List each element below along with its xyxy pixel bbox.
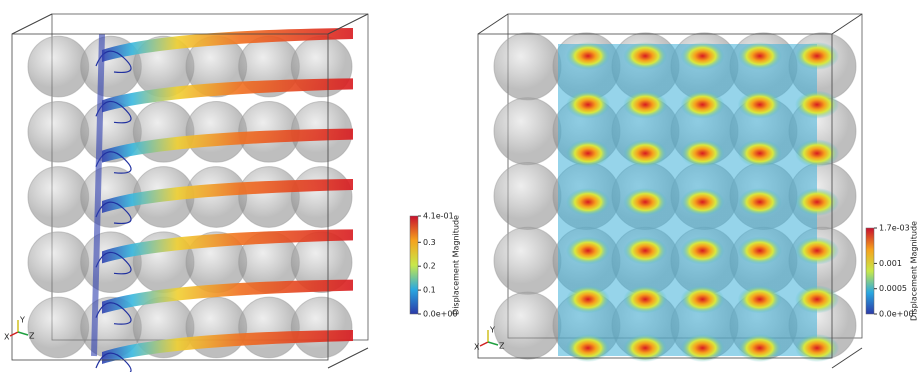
displacement-spot [795, 237, 839, 265]
displacement-spot [738, 91, 782, 119]
displacement-spot [623, 42, 667, 70]
displacement-spot [623, 285, 667, 313]
colorbar-tick-label: 1.7e-03 [879, 224, 910, 233]
axis-label-x: X [474, 343, 480, 352]
displacement-spot [566, 285, 610, 313]
displacement-spot [738, 237, 782, 265]
colorbar-tick-label: 4.1e-01 [423, 212, 454, 221]
colorbar [866, 228, 874, 314]
box-edge [832, 14, 862, 34]
sphere [81, 232, 142, 293]
displacement-spot [738, 42, 782, 70]
displacement-spot [795, 285, 839, 313]
colorbar-title: Displacement Magnitude [910, 221, 919, 321]
displacement-spot [681, 42, 725, 70]
displacement-spot [623, 139, 667, 167]
axis-x [480, 342, 488, 346]
displacement-spot [566, 237, 610, 265]
displacement-spot [681, 188, 725, 216]
box-edge [12, 14, 52, 34]
sphere [28, 36, 89, 97]
sphere [494, 227, 561, 294]
sphere [494, 163, 561, 230]
sphere [291, 297, 352, 358]
axis-z [488, 342, 498, 345]
displacement-spot [795, 139, 839, 167]
displacement-spot [795, 42, 839, 70]
displacement-spot [623, 91, 667, 119]
displacement-spot [738, 139, 782, 167]
colorbar [410, 216, 418, 314]
displacement-spot [738, 188, 782, 216]
box-edge [478, 14, 508, 34]
displacement-spot [738, 285, 782, 313]
displacement-spot [681, 237, 725, 265]
axis-label-y: Y [489, 326, 495, 335]
figure: 4.1e-010.30.20.10.0e+00Displacement Magn… [0, 0, 922, 372]
sphere [239, 167, 300, 228]
axis-label-z: Z [29, 332, 35, 341]
sphere [186, 101, 247, 162]
displacement-spot [681, 91, 725, 119]
axis-label-x: X [4, 333, 10, 342]
sphere [28, 232, 89, 293]
axis-z [18, 332, 28, 335]
displacement-spot [795, 91, 839, 119]
displacement-spot [681, 285, 725, 313]
displacement-spot [566, 42, 610, 70]
displacement-spot [566, 139, 610, 167]
axis-label-z: Z [499, 342, 505, 351]
colorbar-tick-label: 0.1 [423, 286, 436, 295]
sphere [291, 167, 352, 228]
sphere [494, 98, 561, 165]
displacement-spot [623, 237, 667, 265]
axis-x [10, 332, 18, 336]
displacement-spot [681, 139, 725, 167]
displacement-spot [566, 188, 610, 216]
sphere [239, 297, 300, 358]
colorbar-tick-label: 0.2 [423, 262, 436, 271]
displacement-spot [795, 188, 839, 216]
displacement-spot [566, 91, 610, 119]
sphere [494, 33, 561, 100]
sphere [28, 297, 89, 358]
axis-label-y: Y [19, 316, 25, 325]
sphere [28, 167, 89, 228]
colorbar-tick-label: 0.3 [423, 238, 436, 247]
displacement-spot [623, 188, 667, 216]
colorbar-title: Displacement Magnitude [452, 215, 461, 315]
colorbar-tick-label: 0.0005 [879, 284, 907, 293]
colorbar-tick-label: 0.0e+00 [879, 310, 914, 319]
colorbar-tick-label: 0.001 [879, 259, 902, 268]
sphere [28, 101, 89, 162]
